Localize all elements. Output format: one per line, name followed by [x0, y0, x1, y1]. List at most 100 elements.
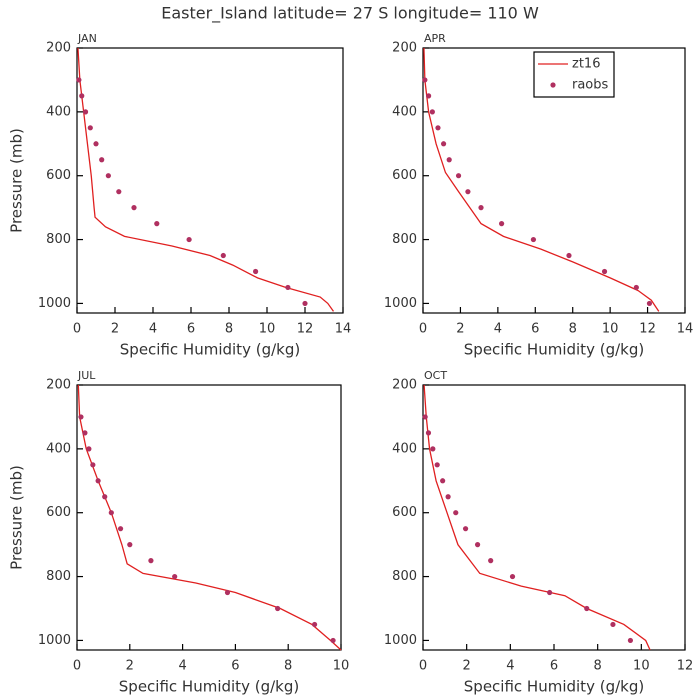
obs-point	[646, 300, 653, 307]
y-tick-label: 400	[392, 104, 417, 119]
x-tick-label: 0	[419, 659, 427, 674]
x-tick-label: 6	[550, 659, 558, 674]
obs-point	[285, 284, 291, 291]
obs-point	[446, 157, 452, 163]
x-tick-label: 10	[259, 322, 276, 337]
obs-point	[547, 589, 553, 596]
legend-marker	[550, 82, 556, 88]
y-axis-label: Pressure (mb)	[8, 465, 26, 570]
y-tick-label: 800	[392, 232, 417, 247]
obs-point	[117, 526, 124, 532]
x-tick-label: 12	[297, 322, 314, 337]
profile-line	[423, 384, 651, 651]
y-tick-label: 400	[46, 441, 71, 456]
obs-point	[430, 446, 436, 452]
obs-point	[445, 494, 451, 500]
obs-point	[462, 526, 469, 532]
x-tick-label: 4	[494, 322, 502, 337]
obs-point	[422, 414, 428, 420]
panel-title: JUL	[77, 369, 96, 382]
y-tick-label: 1000	[38, 633, 71, 648]
obs-point	[154, 221, 160, 227]
y-tick-label: 800	[46, 569, 71, 584]
obs-point	[455, 173, 462, 179]
plot-frame	[422, 384, 686, 651]
obs-point	[87, 125, 93, 131]
obs-point	[90, 462, 96, 468]
obs-point	[82, 109, 89, 115]
obs-point	[330, 637, 336, 644]
x-axis-label: Specific Humidity (g/kg)	[464, 678, 644, 696]
x-tick-label: 4	[149, 322, 157, 337]
x-tick-label: 4	[178, 659, 186, 674]
y-tick-label: 800	[46, 232, 71, 247]
obs-point	[440, 141, 447, 147]
obs-point	[465, 189, 471, 195]
obs-point	[108, 510, 114, 516]
x-tick-label: 4	[506, 659, 514, 674]
y-tick-label: 600	[392, 505, 417, 520]
x-tick-label: 6	[187, 322, 195, 337]
legend-label: raobs	[572, 78, 609, 93]
y-tick-label: 200	[392, 41, 417, 56]
y-tick-label: 600	[46, 168, 71, 183]
obs-point	[584, 605, 590, 612]
x-tick-label: 2	[111, 322, 119, 337]
obs-point	[426, 93, 432, 99]
x-tick-label: 10	[633, 659, 650, 674]
profile-line	[77, 384, 342, 651]
obs-point	[275, 605, 281, 612]
obs-point	[76, 77, 82, 83]
obs-point	[425, 430, 432, 436]
x-axis-label: Specific Humidity (g/kg)	[120, 341, 300, 359]
legend-box	[533, 51, 615, 98]
x-axis-label: Specific Humidity (g/kg)	[119, 678, 299, 696]
obs-point	[105, 173, 111, 179]
obs-point	[601, 268, 608, 275]
y-tick-label: 200	[46, 41, 71, 56]
y-tick-label: 400	[392, 441, 417, 456]
obs-point	[610, 621, 616, 628]
obs-point	[186, 236, 192, 243]
x-tick-label: 2	[126, 659, 134, 674]
y-axis-label: Pressure (mb)	[8, 128, 26, 233]
obs-point	[127, 542, 133, 548]
obs-point	[312, 621, 318, 628]
x-tick-label: 10	[602, 322, 619, 337]
obs-point	[434, 462, 440, 468]
obs-point	[566, 252, 572, 259]
obs-point	[253, 268, 259, 275]
x-axis-label: Specific Humidity (g/kg)	[464, 341, 644, 359]
y-tick-label: 200	[46, 378, 71, 393]
y-tick-label: 200	[392, 378, 417, 393]
obs-point	[474, 542, 481, 548]
y-tick-label: 600	[46, 505, 71, 520]
obs-point	[172, 573, 178, 580]
y-tick-label: 1000	[384, 633, 417, 648]
obs-point	[530, 236, 537, 243]
obs-point	[478, 205, 484, 211]
panel-title: OCT	[424, 369, 447, 382]
x-tick-label: 8	[594, 659, 602, 674]
x-tick-label: 6	[531, 322, 539, 337]
y-tick-label: 1000	[38, 296, 71, 311]
legend-label: zt16	[572, 57, 600, 72]
x-tick-label: 8	[569, 322, 577, 337]
obs-point	[131, 205, 137, 211]
x-tick-label: 0	[419, 322, 427, 337]
y-tick-label: 600	[392, 168, 417, 183]
obs-point	[148, 558, 154, 564]
obs-point	[79, 93, 85, 99]
x-tick-label: 0	[73, 322, 81, 337]
obs-point	[95, 478, 101, 484]
panel-title: APR	[424, 32, 446, 45]
obs-point	[93, 141, 99, 147]
obs-point	[435, 125, 441, 131]
x-tick-label: 12	[677, 659, 694, 674]
x-tick-label: 8	[284, 659, 292, 674]
obs-point	[499, 221, 505, 227]
obs-point	[422, 77, 428, 83]
obs-point	[509, 573, 516, 580]
plot-frame	[76, 47, 344, 314]
